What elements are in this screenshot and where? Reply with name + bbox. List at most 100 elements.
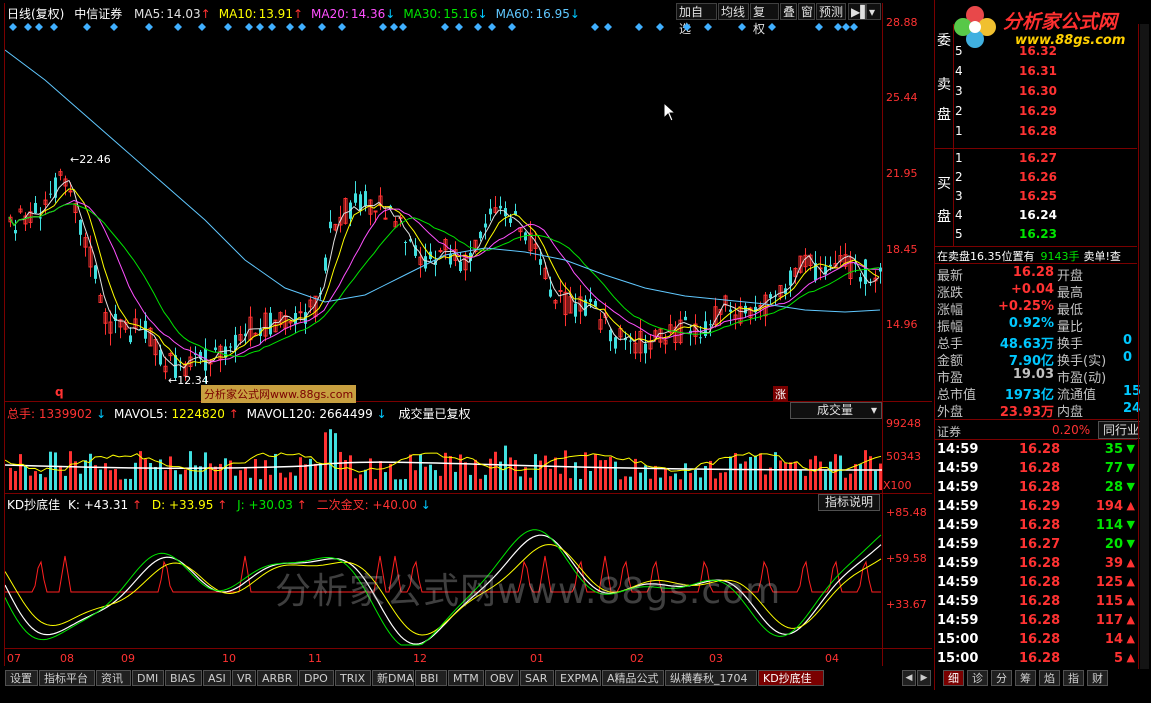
right-panel-tab[interactable]: 筹 <box>1015 670 1036 686</box>
right-panel-tab[interactable]: 诊 <box>967 670 988 686</box>
dropdown-button[interactable]: ▾ <box>866 3 881 20</box>
candle-down <box>199 351 202 359</box>
candle-up <box>333 223 338 231</box>
volume-bar <box>179 474 182 490</box>
volume-bar <box>579 478 582 490</box>
candle-down <box>754 306 757 313</box>
level-number: 2 <box>955 104 963 118</box>
ma-legend-item: MA5: 14.03↑ <box>134 7 211 21</box>
indicator-tab[interactable]: BBI <box>415 670 447 686</box>
candle-down <box>114 313 117 322</box>
mavol120-value: 2664499 <box>319 407 373 421</box>
indicator-tab[interactable]: 设置 <box>5 670 38 686</box>
candle-up <box>638 330 643 354</box>
mavol120-label: MAVOL120: <box>246 407 316 421</box>
volume-bar <box>509 457 512 490</box>
tick-price: 16.28 <box>1019 594 1061 609</box>
indicator-tab[interactable]: 新DMA <box>372 670 414 686</box>
level-price: 16.27 <box>1019 151 1057 165</box>
indicator-tab[interactable]: 纵横春秋_1704 <box>665 670 757 686</box>
indicator-tab[interactable]: BIAS <box>165 670 202 686</box>
quote-label: 外盘 <box>937 405 964 420</box>
signal-diamond <box>256 23 264 31</box>
sell-level-row[interactable]: 4 16.31 <box>955 64 1135 82</box>
sell-level-row[interactable]: 3 16.30 <box>955 84 1135 102</box>
tick-price: 16.28 <box>1019 556 1061 571</box>
quote-value: 7.90亿 <box>1008 354 1054 369</box>
sell-level-row[interactable]: 5 16.32 <box>955 44 1135 62</box>
indicator-tab[interactable]: SAR <box>520 670 554 686</box>
volume-chart[interactable] <box>5 420 882 492</box>
buy-level-row[interactable]: 1 16.27 <box>955 151 1135 169</box>
tick-time: 14:59 <box>937 556 979 571</box>
indicator-tab[interactable]: OBV <box>485 670 519 686</box>
indicator-tab[interactable]: MTM <box>448 670 484 686</box>
volume-bar <box>24 465 27 490</box>
volume-bar <box>494 451 497 490</box>
indicator-tab[interactable]: 资讯 <box>96 670 131 686</box>
candle-down <box>769 294 772 299</box>
indicator-tab[interactable]: DMI <box>132 670 164 686</box>
tick-row: 14:59 16.28 125 ▲ <box>937 575 1137 594</box>
indicator-help-button[interactable]: 指标说明 <box>818 494 880 511</box>
buy-level-row[interactable]: 2 16.26 <box>955 170 1135 188</box>
signal-diamond <box>604 23 612 31</box>
ma-legend-item: MA60: 16.95↓ <box>496 7 580 21</box>
indicator-tab[interactable]: ARBR <box>257 670 298 686</box>
indicator-tab[interactable]: DPO <box>299 670 334 686</box>
toolbar-button[interactable]: 窗 <box>798 3 815 20</box>
ma60-line <box>5 49 881 313</box>
ma20-line <box>8 199 880 363</box>
indicator-tab[interactable]: A精品公式 <box>602 670 664 686</box>
candle-up <box>748 307 753 319</box>
volume-indicator-select[interactable]: 成交量 ▾ <box>790 402 882 419</box>
buy-level-row[interactable]: 4 16.24 <box>955 208 1135 226</box>
candle-down <box>294 313 297 324</box>
chart-area[interactable] <box>0 0 934 668</box>
volume-header: 总手: 1339902 ↓ MAVOL5: 1224820 ↑ MAVOL120… <box>7 405 471 422</box>
right-panel-tab[interactable]: 分 <box>991 670 1012 686</box>
arrow-down-icon: ▼ <box>1126 461 1135 474</box>
candle-down <box>54 177 57 198</box>
toolbar-button[interactable]: 复权 <box>750 3 779 36</box>
volume-bar <box>394 479 397 490</box>
window-toggle-button[interactable]: ▶▌ <box>848 3 869 20</box>
sell-level-row[interactable]: 2 16.29 <box>955 104 1135 122</box>
candle-down <box>509 218 512 223</box>
x-tick: 08 <box>60 652 74 665</box>
toolbar-button[interactable]: 均线 <box>718 3 749 20</box>
sell-level-row[interactable]: 1 16.28 <box>955 124 1135 142</box>
right-panel-tab[interactable]: 财 <box>1087 670 1108 686</box>
volume-bar <box>529 477 532 490</box>
toolbar-button[interactable]: 加自选 <box>676 3 717 36</box>
right-panel-tab[interactable]: 焰 <box>1039 670 1060 686</box>
signal-diamond <box>455 23 463 31</box>
right-panel-tab[interactable]: 指 <box>1063 670 1084 686</box>
toolbar-button[interactable]: 预测 <box>816 3 846 20</box>
candle-up <box>658 328 663 343</box>
indicator-tab[interactable]: KD抄底佳 <box>758 670 824 686</box>
indicator-tab[interactable]: ASI <box>203 670 231 686</box>
signal-diamond <box>24 23 32 31</box>
signal-diamond <box>399 23 407 31</box>
indicator-tab[interactable]: TRIX <box>335 670 371 686</box>
tab-scroll-right-button[interactable]: ▶ <box>917 670 931 686</box>
kd-chart[interactable] <box>5 510 882 647</box>
indicator-tab[interactable]: 指标平台 <box>39 670 95 686</box>
buy-level-row[interactable]: 3 16.25 <box>955 189 1135 207</box>
tick-time: 14:59 <box>937 537 979 552</box>
candle-down <box>514 211 517 216</box>
indicator-tab[interactable]: VR <box>232 670 256 686</box>
scrollbar[interactable] <box>1140 24 1149 669</box>
volume-bar <box>809 459 812 490</box>
candle-up <box>103 312 108 324</box>
indicator-tab[interactable]: EXPMA <box>555 670 601 686</box>
tab-scroll-left-button[interactable]: ◀ <box>902 670 916 686</box>
buy-level-row[interactable]: 5 16.23 <box>955 227 1135 245</box>
mavol120-arrow: ↓ <box>376 407 387 421</box>
volume-bar <box>569 478 572 490</box>
right-panel-tab[interactable]: 细 <box>943 670 964 686</box>
candlestick-chart[interactable] <box>5 20 882 400</box>
toolbar-button[interactable]: 叠 <box>780 3 797 20</box>
volume-bar <box>354 478 357 490</box>
